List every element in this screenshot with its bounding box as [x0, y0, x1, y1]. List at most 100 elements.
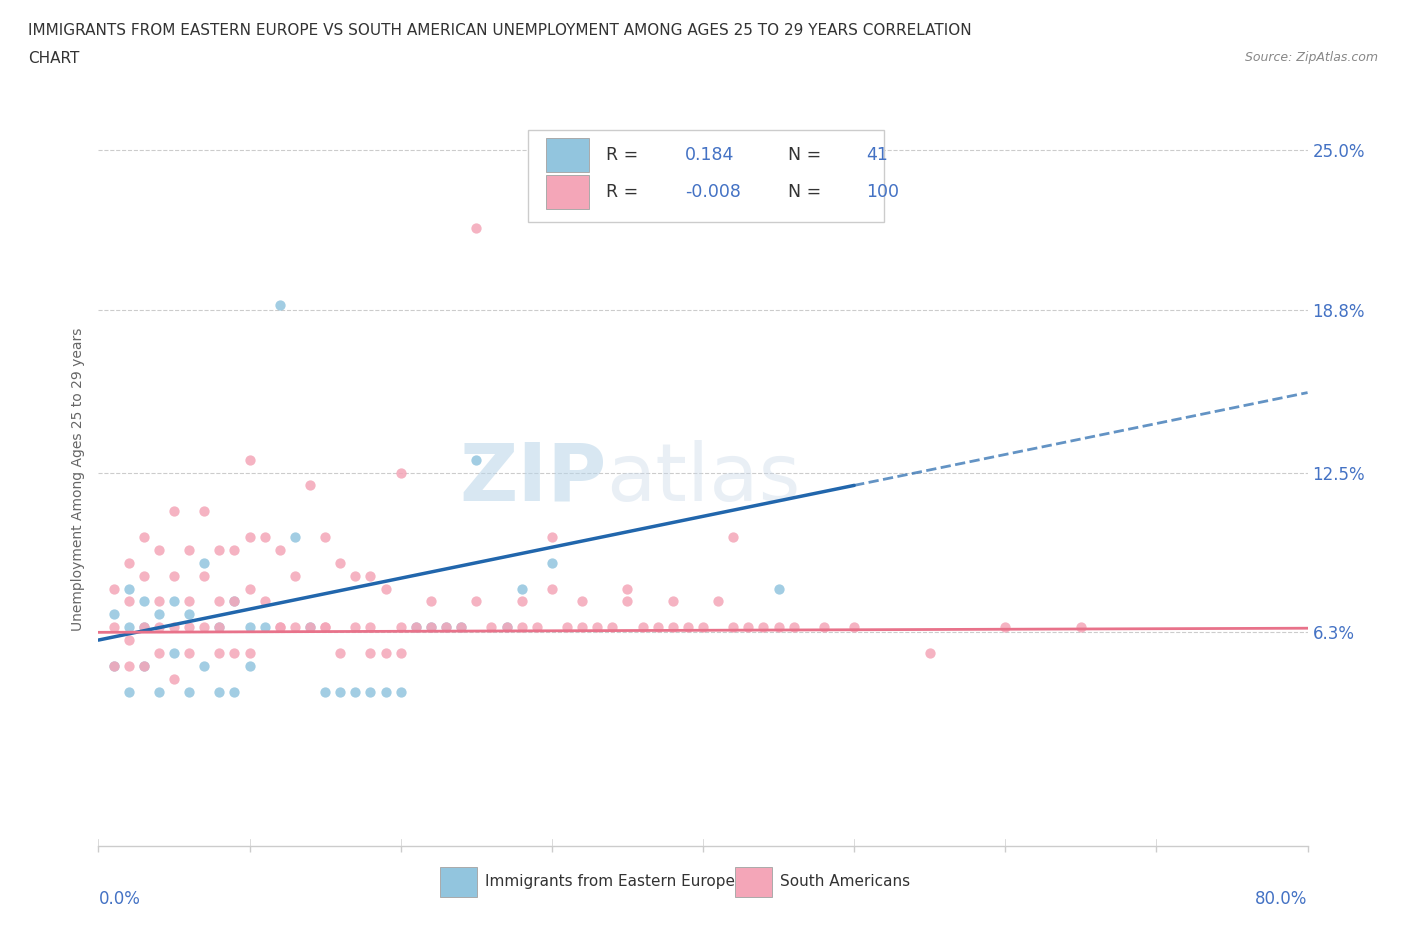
Point	[434, 619, 457, 634]
Point	[239, 619, 262, 634]
Point	[163, 568, 186, 583]
Point	[405, 619, 427, 634]
Point	[465, 594, 488, 609]
Point	[329, 645, 352, 660]
Point	[434, 619, 457, 634]
Text: R =: R =	[606, 146, 638, 164]
Point	[179, 594, 201, 609]
Text: ZIP: ZIP	[458, 440, 606, 518]
Point	[420, 594, 443, 609]
Point	[647, 619, 669, 634]
FancyBboxPatch shape	[546, 138, 589, 172]
Point	[103, 658, 125, 673]
Point	[132, 529, 155, 544]
Point	[571, 594, 593, 609]
Text: CHART: CHART	[28, 51, 80, 66]
Point	[193, 568, 215, 583]
Point	[723, 619, 745, 634]
Point	[239, 452, 262, 467]
Point	[526, 619, 548, 634]
Point	[163, 619, 186, 634]
Text: N =: N =	[787, 146, 821, 164]
Point	[844, 619, 866, 634]
Text: 80.0%: 80.0%	[1256, 890, 1308, 909]
Point	[631, 619, 654, 634]
FancyBboxPatch shape	[735, 867, 772, 897]
Point	[118, 632, 141, 647]
Point	[269, 542, 291, 557]
Point	[540, 581, 562, 596]
Point	[224, 594, 246, 609]
Point	[179, 684, 201, 699]
Point	[103, 658, 125, 673]
Text: atlas: atlas	[606, 440, 800, 518]
Point	[450, 619, 472, 634]
Point	[586, 619, 609, 634]
Point	[994, 619, 1017, 634]
Point	[148, 594, 170, 609]
Point	[540, 555, 562, 570]
Point	[208, 619, 231, 634]
Point	[208, 594, 231, 609]
Point	[737, 619, 759, 634]
Point	[224, 594, 246, 609]
FancyBboxPatch shape	[527, 130, 884, 222]
Point	[163, 504, 186, 519]
Point	[132, 658, 155, 673]
Point	[299, 619, 322, 634]
Text: 0.184: 0.184	[685, 146, 734, 164]
Point	[465, 452, 488, 467]
Point	[374, 581, 396, 596]
Point	[208, 645, 231, 660]
Point	[148, 684, 170, 699]
Point	[602, 619, 624, 634]
Point	[118, 581, 141, 596]
Point	[239, 658, 262, 673]
Point	[103, 581, 125, 596]
Point	[360, 684, 382, 699]
FancyBboxPatch shape	[440, 867, 477, 897]
Point	[344, 619, 367, 634]
Point	[239, 645, 262, 660]
Text: 100: 100	[866, 182, 900, 201]
Point	[148, 607, 170, 622]
Point	[148, 542, 170, 557]
Point	[314, 619, 336, 634]
Point	[284, 529, 307, 544]
Point	[420, 619, 443, 634]
Point	[389, 684, 412, 699]
Point	[163, 671, 186, 686]
Y-axis label: Unemployment Among Ages 25 to 29 years: Unemployment Among Ages 25 to 29 years	[72, 327, 86, 631]
Point	[103, 607, 125, 622]
Point	[616, 594, 638, 609]
Point	[752, 619, 775, 634]
Point	[269, 298, 291, 312]
Point	[571, 619, 593, 634]
FancyBboxPatch shape	[546, 175, 589, 208]
Point	[118, 684, 141, 699]
Point	[132, 619, 155, 634]
Point	[389, 645, 412, 660]
Point	[224, 684, 246, 699]
Point	[132, 594, 155, 609]
Point	[465, 220, 488, 235]
Point	[193, 658, 215, 673]
Point	[253, 594, 276, 609]
Point	[1070, 619, 1092, 634]
Point	[284, 568, 307, 583]
Point	[405, 619, 427, 634]
Point	[118, 658, 141, 673]
Point	[148, 645, 170, 660]
Point	[360, 619, 382, 634]
Point	[389, 619, 412, 634]
Text: N =: N =	[787, 182, 821, 201]
Point	[253, 619, 276, 634]
Point	[118, 594, 141, 609]
Point	[374, 645, 396, 660]
Point	[389, 465, 412, 480]
Point	[132, 619, 155, 634]
Point	[768, 619, 790, 634]
Point	[193, 555, 215, 570]
Point	[768, 581, 790, 596]
Point	[360, 568, 382, 583]
